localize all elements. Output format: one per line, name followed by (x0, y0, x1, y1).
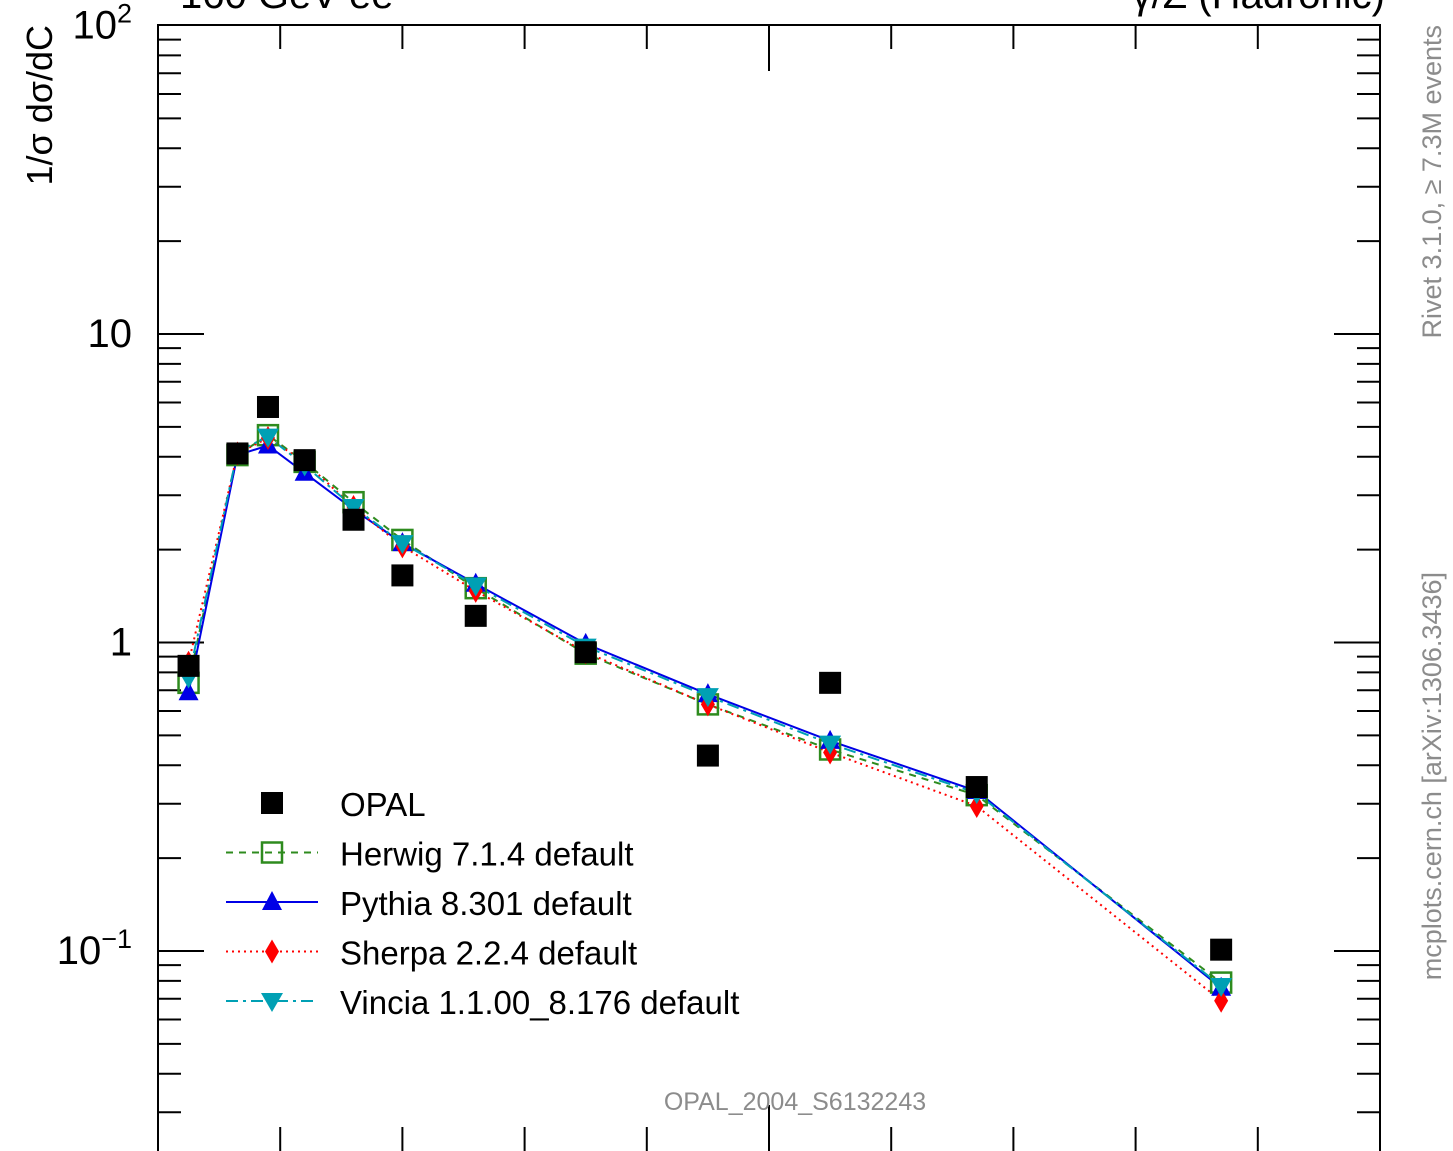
data-point (256, 395, 279, 418)
legend-marker (262, 891, 282, 910)
legend-label: OPAL (340, 786, 426, 823)
legend-label: Herwig 7.1.4 default (340, 836, 634, 873)
legend-marker (265, 939, 279, 964)
data-point (965, 776, 988, 799)
y-tick-label: 10−1 (57, 924, 132, 973)
legend-label: Vincia 1.1.00_8.176 default (340, 984, 739, 1021)
data-point (391, 564, 414, 587)
series-markers (177, 395, 1233, 1013)
legend-marker (261, 792, 283, 814)
y-tick-label: 10 (88, 312, 133, 356)
data-point (696, 744, 719, 767)
legend-marker (261, 993, 283, 1012)
data-point (464, 577, 487, 597)
legend-label: Sherpa 2.2.4 default (340, 935, 637, 972)
data-point (391, 535, 414, 555)
analysis-id: OPAL_2004_S6132243 (664, 1088, 926, 1116)
y-axis-ticks (158, 38, 1380, 1114)
data-point (256, 428, 279, 448)
data-point (969, 794, 984, 819)
data-point (696, 688, 719, 708)
legend-marker (260, 841, 284, 864)
legend: OPAL Herwig 7.1.4 default Pythia 8.301 def… (226, 786, 739, 1021)
data-point (178, 681, 199, 701)
data-point (342, 498, 365, 518)
header-right-text: γ/Z (Hadronic) (1132, 0, 1385, 17)
header-left-text: 160 GeV ee (180, 0, 394, 17)
data-point (819, 671, 842, 694)
rivet-label: Rivet 3.1.0, ≥ 7.3M events (1417, 25, 1447, 338)
series-line (187, 436, 1222, 1002)
data-point (819, 735, 842, 755)
y-tick-label: 1 (110, 621, 132, 665)
y-axis-label: 1/σ dσ/dC (19, 25, 60, 186)
mcplots-label: mcplots.cern.ch [arXiv:1306.3436] (1417, 572, 1447, 980)
data-point (177, 654, 200, 677)
y-tick-label: 102 (72, 0, 132, 48)
data-point (1214, 988, 1229, 1013)
data-point (1210, 938, 1233, 961)
data-point (342, 508, 365, 531)
y-tick-labels: 102 10 1 10−1 (57, 0, 132, 973)
data-point (574, 641, 597, 664)
data-point (1210, 978, 1233, 998)
x-axis-ticks (157, 25, 1381, 1151)
legend-label: Pythia 8.301 default (340, 885, 632, 922)
plot-frame (157, 24, 1381, 1151)
data-point (464, 604, 487, 627)
data-point (226, 442, 249, 465)
data-point (293, 449, 316, 472)
